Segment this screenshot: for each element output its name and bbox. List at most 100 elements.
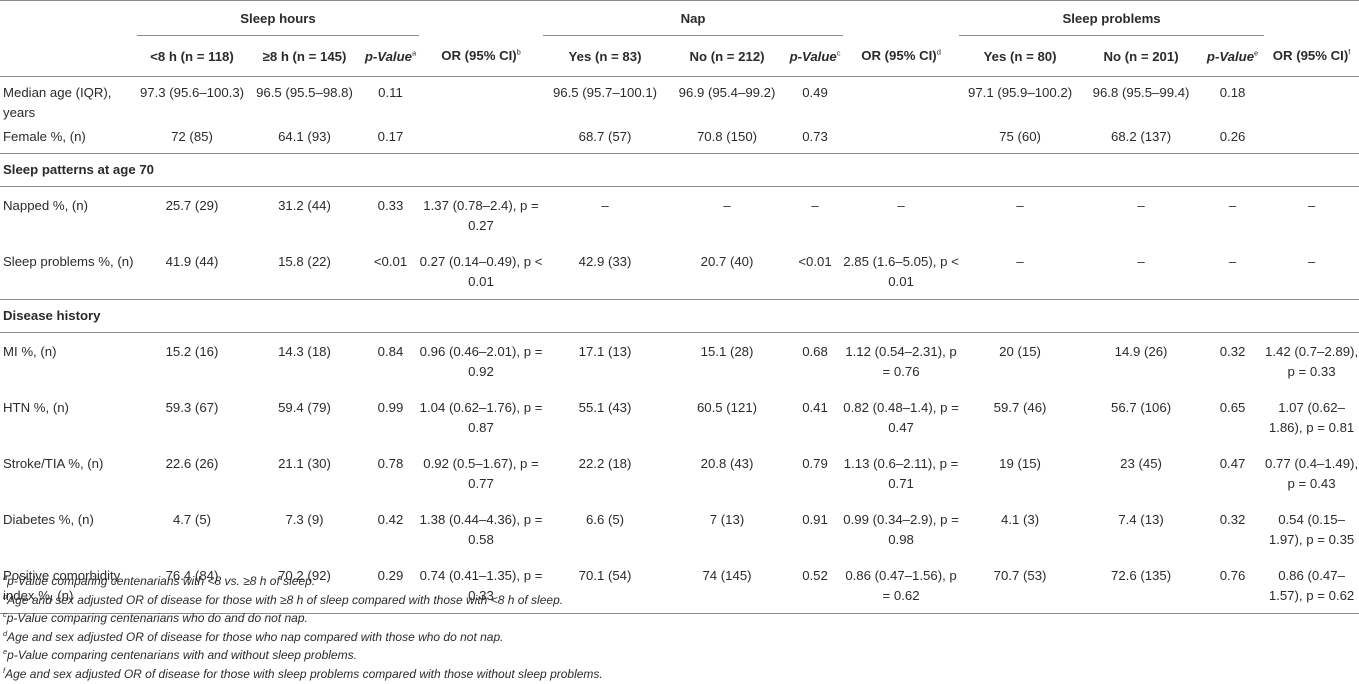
table-cell: 7.3 (9) <box>285 512 324 527</box>
section-title-sleep-patterns: Sleep patterns at age 70 <box>3 162 154 177</box>
header-empty <box>1264 1 1359 36</box>
section-row: Disease history <box>0 300 1359 333</box>
table-cell: 0.49 <box>802 85 828 100</box>
footnote-mark: a <box>3 573 8 582</box>
sleep-table: Sleep hours Nap Sleep problems <8 h (n =… <box>0 0 1359 614</box>
table-cell: 15.8 (22) <box>278 254 331 269</box>
table-cell: – <box>1016 198 1024 213</box>
table-cell: 0.99 (0.34–2.9), p = 0.98 <box>843 512 959 547</box>
header-empty <box>0 1 137 36</box>
table-cell: 1.13 (0.6–2.11), p = 0.71 <box>843 456 959 491</box>
table-cell: 0.54 (0.15–1.97), p = 0.35 <box>1268 512 1355 547</box>
table-cell: 0.86 (0.47–1.57), p = 0.62 <box>1268 568 1355 603</box>
table-cell: – <box>723 198 731 213</box>
table-cell: 96.5 (95.7–100.1) <box>552 85 658 100</box>
table-cell: 1.37 (0.78–2.4), p = 0.27 <box>423 198 539 233</box>
col-ge8: ≥8 h (n = 145) <box>262 48 347 64</box>
table-row: Median age (IQR), years 97.3 (95.6–100.3)… <box>0 77 1359 124</box>
table-cell: 0.77 (0.4–1.49), p = 0.43 <box>1265 456 1359 491</box>
footnote: ep-Value comparing centenarians with and… <box>3 646 603 665</box>
table-cell: 31.2 (44) <box>278 198 331 213</box>
table-cell: 1.42 (0.7–2.89), p = 0.33 <box>1265 344 1359 379</box>
table-row: Sleep problems %, (n) 41.9 (44) 15.8 (22) <… <box>0 243 1359 300</box>
section-row: Sleep patterns at age 70 <box>0 154 1359 187</box>
table-cell: 0.91 <box>802 512 828 527</box>
footnotes: ap-Value comparing centenarians with <8 … <box>3 572 603 684</box>
col-lt8: <8 h (n = 118) <box>150 48 234 64</box>
table-cell: – <box>1228 198 1237 213</box>
table-cell: 72.6 (135) <box>1110 568 1172 583</box>
table-cell: 15.1 (28) <box>700 344 754 359</box>
table-cell: 20.7 (40) <box>700 254 754 269</box>
row-label: Diabetes %, (n) <box>3 512 94 527</box>
table-cell: 23 (45) <box>1120 456 1162 471</box>
col-or-d: OR (95% CI)d <box>861 47 941 64</box>
table-cell: 41.9 (44) <box>165 254 219 269</box>
group-sleep-hours: Sleep hours <box>137 0 420 36</box>
footnote-text: p-Value comparing centenarians with and … <box>7 648 357 663</box>
table-cell: – <box>1307 254 1316 269</box>
col-nap-yes: Yes (n = 83) <box>568 48 642 64</box>
table-cell: 97.3 (95.6–100.3) <box>139 85 245 100</box>
table-cell <box>419 123 543 154</box>
table-cell: 22.6 (26) <box>165 456 219 471</box>
table-cell: 97.1 (95.9–100.2) <box>967 85 1073 100</box>
table-cell: 2.85 (1.6–5.05), p < 0.01 <box>843 254 959 289</box>
footnote: bAge and sex adjusted OR of disease for … <box>3 591 603 610</box>
table-cell: 1.38 (0.44–4.36), p = 0.58 <box>419 512 543 547</box>
footnote-mark: c <box>3 610 7 620</box>
table-cell: 64.1 (93) <box>278 129 331 144</box>
group-sleep-problems: Sleep problems <box>959 0 1265 36</box>
table-cell: 70.8 (150) <box>696 129 758 144</box>
table-cell <box>843 123 959 154</box>
table-cell: 0.41 <box>802 400 828 415</box>
table-cell: 70.7 (53) <box>993 568 1047 583</box>
table-cell: 55.1 (43) <box>578 400 632 415</box>
group-header-row: Sleep hours Nap Sleep problems <box>0 0 1359 36</box>
table-cell: 21.1 (30) <box>278 456 331 471</box>
col-sp-no: No (n = 201) <box>1103 48 1179 64</box>
column-header-row: <8 h (n = 118) ≥8 h (n = 145) p-Valuea O… <box>0 36 1359 77</box>
col-pvalue-e: p-Valuee <box>1206 48 1259 64</box>
col-nap-no: No (n = 212) <box>689 48 765 64</box>
table-cell: 0.32 <box>1219 512 1246 527</box>
table-cell: 96.9 (95.4–99.2) <box>678 85 776 100</box>
table-cell: 75 (60) <box>999 129 1041 144</box>
section-title-disease-history: Disease history <box>3 308 101 323</box>
table-cell: 59.3 (67) <box>165 400 219 415</box>
table-row: HTN %, (n) 59.3 (67) 59.4 (79) 0.99 1.04 (0.… <box>0 389 1359 445</box>
table-cell: 60.5 (121) <box>696 400 758 415</box>
table-cell: 0.27 (0.14–0.49), p < 0.01 <box>419 254 543 289</box>
footnote-text: Age and sex adjusted OR of disease for t… <box>7 629 504 644</box>
table-cell: 0.86 (0.47–1.56), p = 0.62 <box>845 568 957 603</box>
col-pvalue-c: p-Valuec <box>789 48 841 64</box>
footnote-mark: d <box>3 628 8 638</box>
table-cell: 0.65 <box>1219 400 1246 415</box>
table-cell: 0.11 <box>378 85 403 100</box>
table-cell: 72 (85) <box>171 129 213 144</box>
footnote-text: p-Value comparing centenarians with <8 v… <box>7 574 316 588</box>
table-cell: 0.47 <box>1219 456 1246 471</box>
row-label: Napped %, (n) <box>3 198 89 213</box>
table-cell: 68.2 (137) <box>1110 129 1172 144</box>
table-cell <box>1264 77 1359 124</box>
table-cell: 56.7 (106) <box>1110 400 1172 415</box>
row-label: Female %, (n) <box>3 129 86 144</box>
table-cell: 1.07 (0.62–1.86), p = 0.81 <box>1268 400 1355 435</box>
table-cell: 0.92 (0.5–1.67), p = 0.77 <box>423 456 539 491</box>
table-cell: 0.68 <box>802 344 828 359</box>
footnote-text: Age and sex adjusted OR of disease for t… <box>7 592 564 607</box>
table-cell: 0.33 <box>377 198 404 213</box>
table-cell: – <box>1228 254 1237 269</box>
table-row: Female %, (n) 72 (85) 64.1 (93) 0.17 68.7 (5… <box>0 123 1359 154</box>
table-cell: – <box>811 198 819 213</box>
table-cell: 74 (145) <box>702 568 752 583</box>
col-pvalue-a: p-Valuea <box>364 48 417 64</box>
table-row: MI %, (n) 15.2 (16) 14.3 (18) 0.84 0.96 (0.4… <box>0 333 1359 390</box>
table-cell: 1.04 (0.62–1.76), p = 0.87 <box>419 400 543 435</box>
table-cell: 70.1 (54) <box>578 568 632 583</box>
table-cell: 4.7 (5) <box>172 512 212 527</box>
table-cell: 14.3 (18) <box>278 344 331 359</box>
table-cell: – <box>601 198 609 213</box>
